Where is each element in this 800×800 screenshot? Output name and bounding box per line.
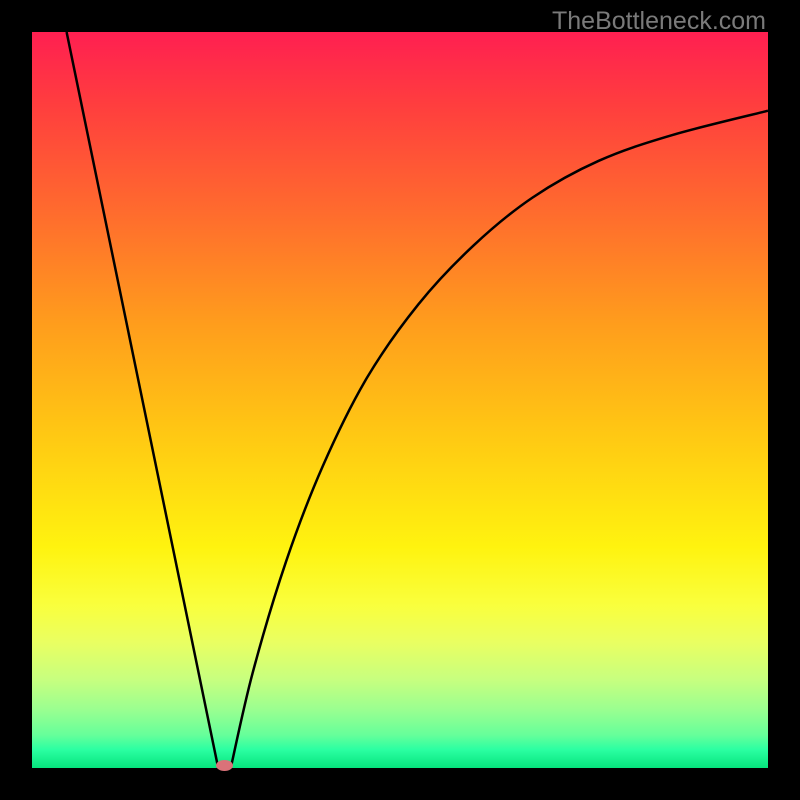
bottleneck-curve <box>32 32 768 768</box>
watermark: TheBottleneck.com <box>552 7 766 36</box>
minimum-marker <box>216 760 233 771</box>
plot-area <box>32 32 768 768</box>
